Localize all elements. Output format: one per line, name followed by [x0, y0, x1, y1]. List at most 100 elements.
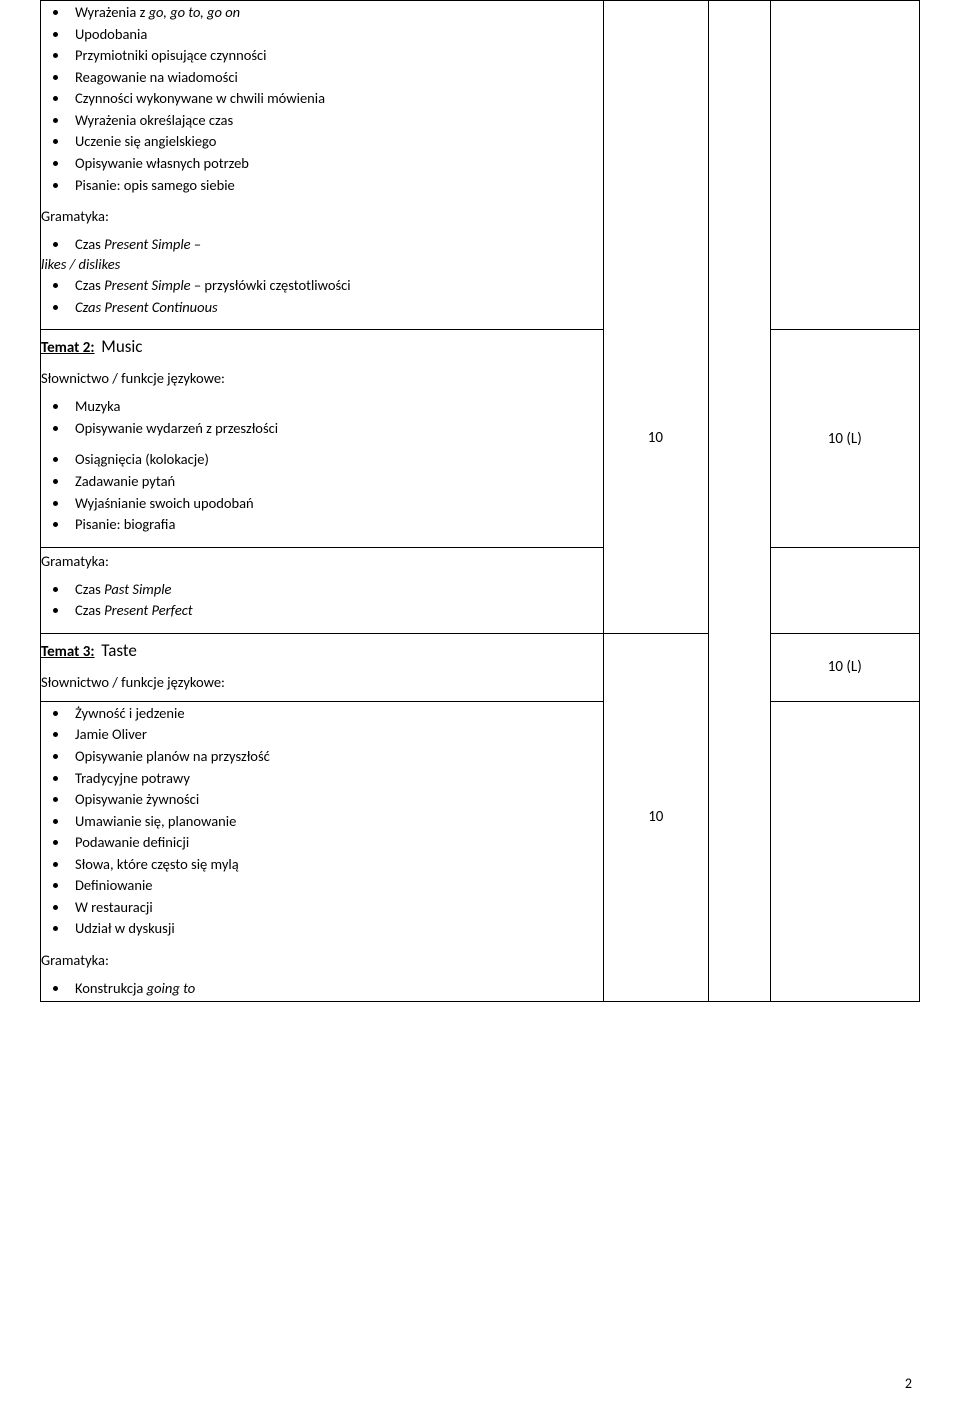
theme-name: Music — [101, 336, 142, 357]
right-value: 10 (L) — [828, 658, 862, 676]
list-item: Pisanie: opis samego siebie — [69, 176, 603, 196]
theme-name: Taste — [101, 640, 137, 661]
mid-value-cell: 10 — [603, 633, 708, 1001]
bullet-list: Wyrażenia z go, go to, go on Upodobania … — [41, 3, 603, 195]
list-item: Czas Present Simple – likes / dislikes — [69, 235, 603, 274]
list-text: Przymiotniki opisujące czynności — [75, 46, 267, 64]
theme-title: Temat 2: Music — [41, 336, 603, 357]
theme-prefix: Temat 3: — [41, 643, 94, 661]
list-item: Opisywanie własnych potrzeb — [69, 154, 603, 174]
list-item: Uczenie się angielskiego — [69, 132, 603, 152]
list-text: Czas Present Simple – — [75, 235, 201, 253]
bullet-list: Muzyka Opisywanie wydarzeń z przeszłości — [41, 397, 603, 438]
table-row: Żywność i jedzenie Jamie Oliver Opisywan… — [41, 701, 920, 1001]
grammar-list: Konstrukcja going to — [41, 979, 603, 999]
list-text: Czynności wykonywane w chwili mówienia — [75, 89, 325, 107]
list-item: Konstrukcja going to — [69, 979, 603, 999]
list-text: Pisanie: opis samego siebie — [75, 176, 235, 194]
list-item: Czynności wykonywane w chwili mówienia — [69, 89, 603, 109]
right-cell-empty — [770, 547, 919, 633]
list-text: Pisanie: biografia — [75, 515, 175, 533]
list-item: Słowa, które często się mylą — [69, 855, 603, 875]
list-text: Słowa, które często się mylą — [75, 855, 239, 873]
list-item: Muzyka — [69, 397, 603, 417]
list-item: W restauracji — [69, 898, 603, 918]
list-text: Czas Present Simple – przysłówki częstot… — [75, 276, 351, 294]
page-number: 2 — [905, 1375, 912, 1392]
list-item: Żywność i jedzenie — [69, 704, 603, 724]
list-item: Wyjaśnianie swoich upodobań — [69, 494, 603, 514]
list-item: Czas Past Simple — [69, 580, 603, 600]
main-cell-row4: Temat 3: Taste Słownictwo / funkcje języ… — [41, 633, 604, 701]
main-cell-row5: Żywność i jedzenie Jamie Oliver Opisywan… — [41, 701, 604, 1001]
page: Wyrażenia z go, go to, go on Upodobania … — [0, 0, 960, 1410]
list-text: Zadawanie pytań — [75, 472, 175, 490]
list-text: Wyrażenia z go, go to, go on — [75, 3, 240, 21]
main-cell-row3: Gramatyka: Czas Past Simple Czas Present… — [41, 547, 604, 633]
right-value: 10 (L) — [828, 430, 862, 448]
grammar-list: Czas Present Simple – likes / dislikes C… — [41, 235, 603, 317]
list-text: Umawianie się, planowanie — [75, 812, 236, 830]
list-item: Podawanie definicji — [69, 833, 603, 853]
main-cell-row2: Temat 2: Music Słownictwo / funkcje języ… — [41, 330, 604, 547]
list-item: Wyrażenia z go, go to, go on — [69, 3, 603, 23]
list-item: Przymiotniki opisujące czynności — [69, 46, 603, 66]
right-cell-empty — [770, 1, 919, 330]
list-text: Osiągnięcia (kolokacje) — [75, 450, 209, 468]
list-text: Wyjaśnianie swoich upodobań — [75, 494, 254, 512]
likes-dislikes-line: likes / dislikes — [41, 255, 603, 275]
table-row: Wyrażenia z go, go to, go on Upodobania … — [41, 1, 920, 330]
list-text: Opisywanie planów na przyszłość — [75, 747, 270, 765]
list-item: Czas Present Perfect — [69, 601, 603, 621]
list-text: Podawanie definicji — [75, 833, 189, 851]
table-row: Gramatyka: Czas Past Simple Czas Present… — [41, 547, 920, 633]
main-cell-row1: Wyrażenia z go, go to, go on Upodobania … — [41, 1, 604, 330]
grammar-label: Gramatyka: — [41, 552, 603, 570]
list-item: Czas Present Continuous — [69, 298, 603, 318]
vocab-label: Słownictwo / funkcje językowe: — [41, 369, 603, 387]
table-row: Temat 2: Music Słownictwo / funkcje języ… — [41, 330, 920, 547]
list-item: Opisywanie wydarzeń z przeszłości — [69, 419, 603, 439]
list-text: Wyrażenia określające czas — [75, 111, 233, 129]
list-text: Uczenie się angielskiego — [75, 132, 216, 150]
content-table: Wyrażenia z go, go to, go on Upodobania … — [40, 0, 920, 1002]
list-text: Czas Past Simple — [75, 580, 172, 598]
list-text: Czas Present Perfect — [75, 601, 193, 619]
right-narrow-cell — [709, 1, 771, 1002]
list-item: Definiowanie — [69, 876, 603, 896]
grammar-label: Gramatyka: — [41, 207, 603, 225]
list-text: Upodobania — [75, 25, 147, 43]
list-item: Czas Present Simple – przysłówki częstot… — [69, 276, 603, 296]
list-item: Pisanie: biografia — [69, 515, 603, 535]
list-text: Żywność i jedzenie — [75, 704, 185, 722]
list-item: Wyrażenia określające czas — [69, 111, 603, 131]
list-item: Udział w dyskusji — [69, 919, 603, 939]
bullet-list: Osiągnięcia (kolokacje) Zadawanie pytań … — [41, 450, 603, 534]
list-item: Umawianie się, planowanie — [69, 812, 603, 832]
list-text: Opisywanie wydarzeń z przeszłości — [75, 419, 278, 437]
mid-value-music: 10 — [648, 429, 663, 447]
theme-prefix: Temat 2: — [41, 339, 94, 357]
right-cell-empty — [770, 701, 919, 1001]
right-value-cell: 10 (L) — [770, 330, 919, 547]
bullet-list: Żywność i jedzenie Jamie Oliver Opisywan… — [41, 704, 603, 939]
vocab-label: Słownictwo / funkcje językowe: — [41, 673, 603, 691]
list-text: Konstrukcja going to — [75, 979, 195, 997]
list-item: Jamie Oliver — [69, 725, 603, 745]
right-value-cell: 10 (L) — [770, 633, 919, 701]
list-text: Udział w dyskusji — [75, 919, 175, 937]
list-item: Opisywanie żywności — [69, 790, 603, 810]
list-text: Opisywanie żywności — [75, 790, 199, 808]
list-item: Tradycyjne potrawy — [69, 769, 603, 789]
list-text: Definiowanie — [75, 876, 153, 894]
mid-cell-empty — [603, 1, 708, 634]
mid-value: 10 — [648, 808, 663, 826]
list-text: W restauracji — [75, 898, 153, 916]
list-text: Jamie Oliver — [75, 725, 147, 743]
mid-value: 10 — [648, 429, 663, 447]
list-item: Zadawanie pytań — [69, 472, 603, 492]
list-text: Muzyka — [75, 397, 120, 415]
theme-title: Temat 3: Taste — [41, 640, 603, 661]
list-item: Upodobania — [69, 25, 603, 45]
list-item: Reagowanie na wiadomości — [69, 68, 603, 88]
